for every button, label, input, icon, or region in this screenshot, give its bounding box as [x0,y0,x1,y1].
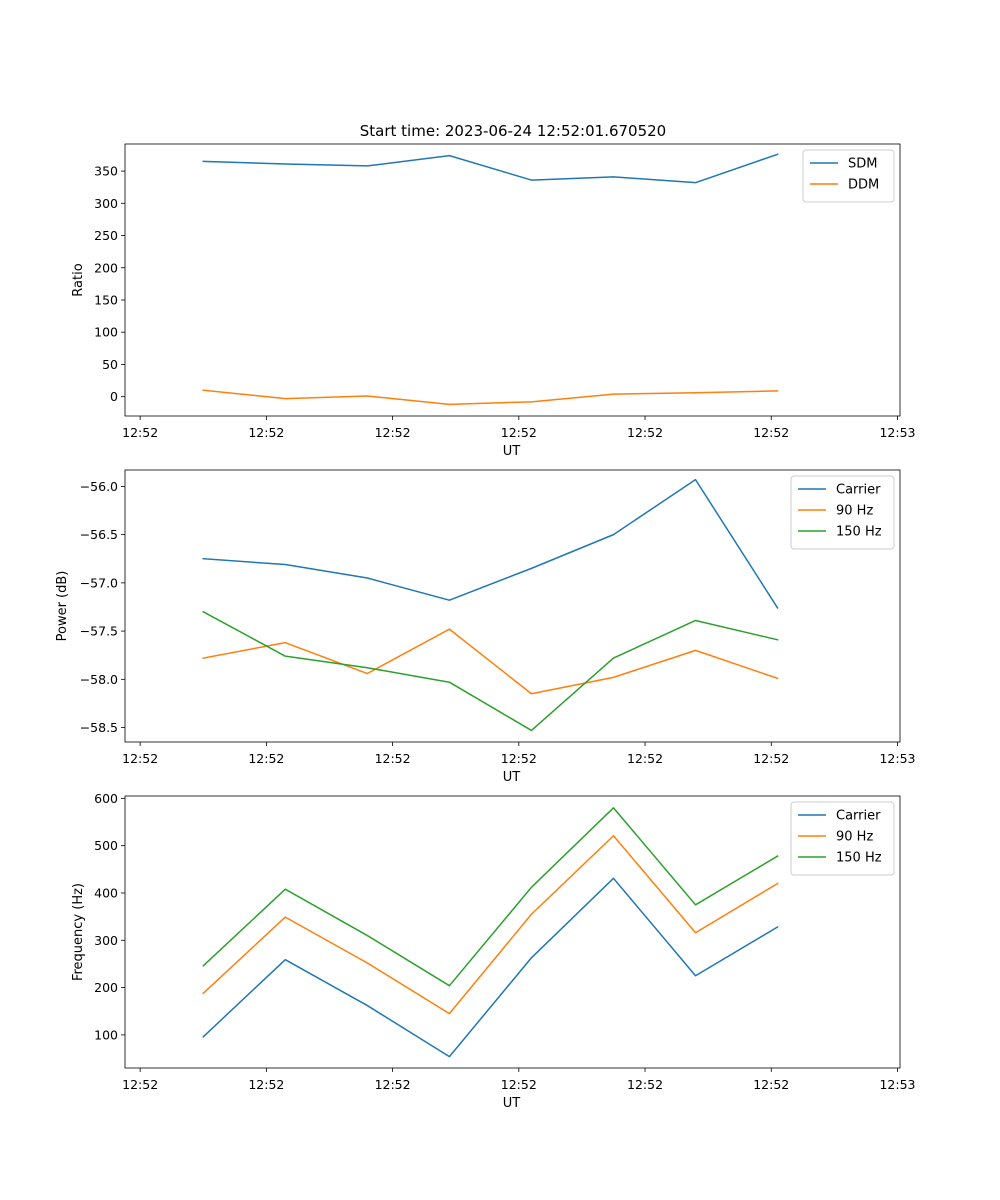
x-tick-label: 12:52 [501,1077,537,1092]
x-tick-label: 12:52 [753,751,789,766]
x-tick-label: 12:53 [879,1077,915,1092]
x-tick-label: 12:52 [501,751,537,766]
y-axis-label: Frequency (Hz) [71,883,86,981]
x-tick-label: 12:52 [248,425,284,440]
x-axis-label: UT [503,1096,521,1111]
y-tick-label: 200 [94,980,118,995]
series-line-150-hz [202,610,779,732]
series-line-carrier [202,478,779,609]
y-tick-label: −56.5 [80,527,118,542]
y-tick-label: 400 [94,885,118,900]
y-tick-label: 300 [94,196,118,211]
y-tick-label: 0 [110,389,118,404]
legend-entry-label: DDM [848,178,879,193]
legend-entry-label: 90 Hz [836,504,873,519]
series-line-carrier [202,877,779,1058]
series-line-150-hz [202,807,779,987]
x-tick-label: 12:53 [879,751,915,766]
x-tick-label: 12:52 [375,751,411,766]
series-line-ddm [202,389,779,406]
plot-frame [124,469,901,743]
figure-title: Start time: 2023-06-24 12:52:01.670520 [360,122,666,140]
y-tick-label: −57.0 [80,575,118,590]
x-tick-label: 12:52 [122,751,158,766]
x-tick-label: 12:52 [753,1077,789,1092]
x-tick-label: 12:52 [501,425,537,440]
x-tick-label: 12:52 [248,751,284,766]
x-tick-label: 12:52 [627,425,663,440]
x-tick-label: 12:52 [122,1077,158,1092]
y-tick-label: 250 [94,228,118,243]
legend-entry-label: 150 Hz [836,525,882,540]
legend: SDM DDM [802,149,895,203]
series-line-sdm [202,153,779,184]
subplot-1: 12:52 12:52 12:52 12:52 12:52 12:52 12:53 0 50 10… [71,143,915,459]
x-axis-label: UT [503,770,521,785]
y-tick-label: −56.0 [80,479,118,494]
y-tick-label: 300 [94,933,118,948]
y-tick-label: −58.5 [80,720,118,735]
x-tick-label: 12:52 [627,751,663,766]
y-axis-label: Ratio [71,263,86,296]
x-tick-label: 12:52 [248,1077,284,1092]
x-tick-label: 12:52 [375,425,411,440]
legend-entry-label: 150 Hz [836,851,882,866]
series-line-90-hz [202,628,779,695]
plot-frame [124,143,901,417]
y-tick-label: 200 [94,260,118,275]
x-tick-label: 12:52 [753,425,789,440]
legend-entry-label: 90 Hz [836,830,873,845]
y-tick-label: 100 [94,1027,118,1042]
y-tick-label: 350 [94,164,118,179]
x-tick-label: 12:53 [879,425,915,440]
y-tick-label: 50 [102,357,118,372]
y-tick-label: 600 [94,791,118,806]
x-axis-label: UT [503,444,521,459]
y-tick-label: 100 [94,325,118,340]
plot-frame [124,795,901,1069]
x-tick-label: 12:52 [627,1077,663,1092]
y-tick-label: −57.5 [80,624,118,639]
legend-entry-label: Carrier [836,809,881,824]
y-tick-label: 500 [94,838,118,853]
legend: Carrier 90 Hz 150 Hz [790,475,895,550]
series-line-90-hz [202,834,779,1015]
y-axis-label: Power (dB) [55,571,70,642]
legend: Carrier 90 Hz 150 Hz [790,801,895,876]
y-tick-label: 150 [94,292,118,307]
subplot-3: 12:52 12:52 12:52 12:52 12:52 12:52 12:53 100 20… [71,791,915,1111]
legend-entry-label: Carrier [836,483,881,498]
x-tick-label: 12:52 [375,1077,411,1092]
legend-entry-label: SDM [848,157,877,172]
subplot-2: 12:52 12:52 12:52 12:52 12:52 12:52 12:53 −58.5… [55,469,915,785]
x-tick-label: 12:52 [122,425,158,440]
y-tick-label: −58.0 [80,672,118,687]
